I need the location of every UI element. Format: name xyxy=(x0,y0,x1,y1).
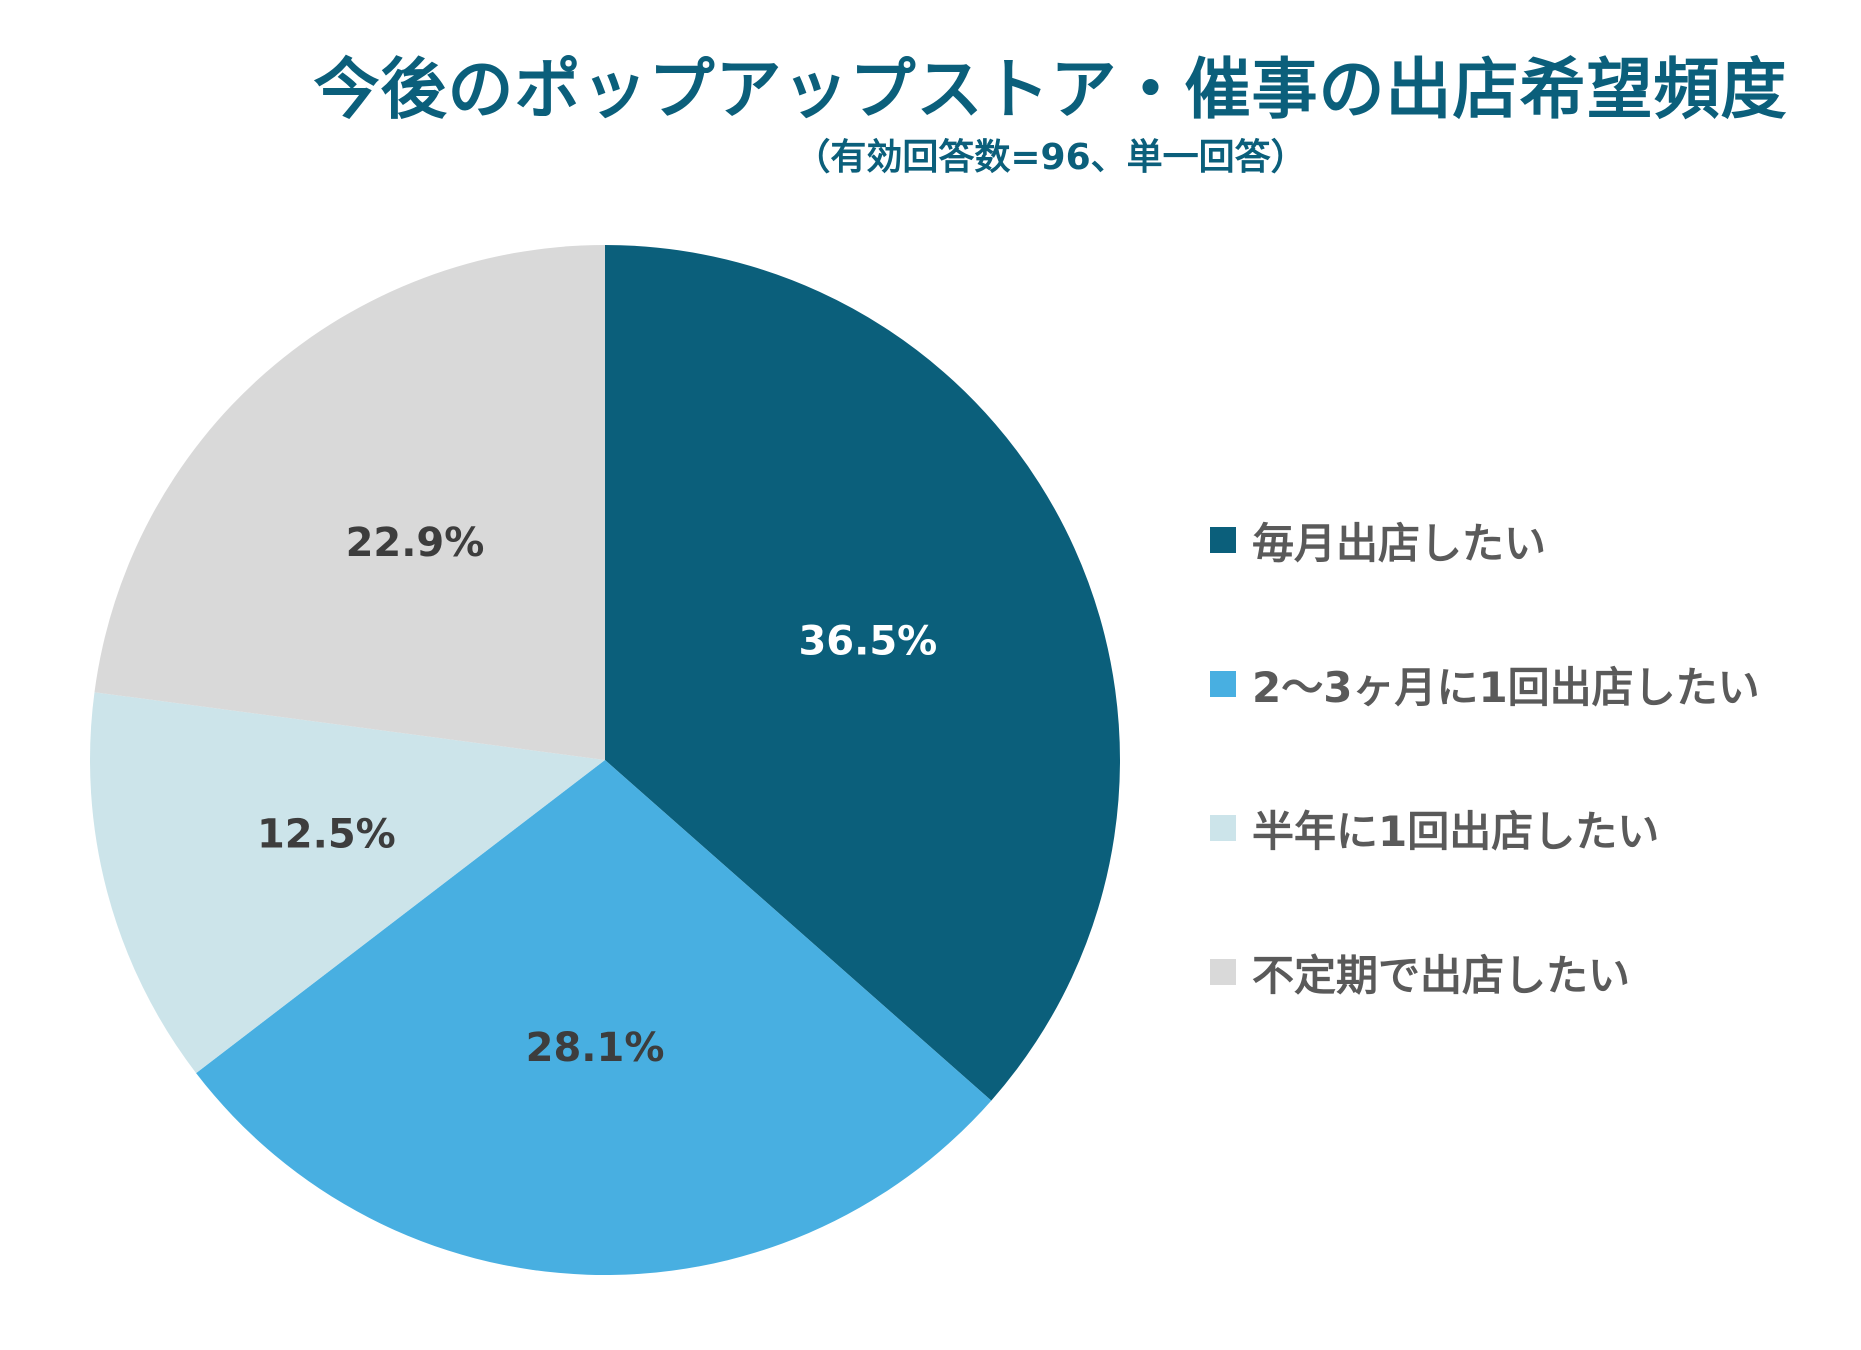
legend-item-every-half-year: 半年に1回出店したい xyxy=(1210,798,1760,858)
legend: 毎月出店したい 2〜3ヶ月に1回出店したい 半年に1回出店したい 不定期で出店し… xyxy=(1210,510,1760,1086)
legend-label: 2〜3ヶ月に1回出店したい xyxy=(1252,662,1760,712)
legend-label: 毎月出店したい xyxy=(1252,518,1547,568)
legend-swatch xyxy=(1210,959,1236,985)
legend-item-irregular: 不定期で出店したい xyxy=(1210,942,1760,1002)
pie-slices xyxy=(89,245,1120,1276)
legend-label: 不定期で出店したい xyxy=(1252,950,1631,1000)
pie-slice-every-2-3-months xyxy=(196,760,992,1276)
legend-swatch xyxy=(1210,527,1236,553)
slice-value-label: 36.5% xyxy=(798,618,937,664)
pie-slice-monthly xyxy=(605,245,1120,1101)
pie-slice-every-half-year xyxy=(89,692,605,1074)
pie-slice-labels: 36.5% 28.1% 12.5% 22.9% xyxy=(257,520,937,1071)
slice-value-label: 22.9% xyxy=(346,520,485,566)
legend-item-monthly: 毎月出店したい xyxy=(1210,510,1760,570)
pie-slice-irregular xyxy=(94,245,606,760)
chart-subtitle: （有効回答数=96、単一回答） xyxy=(794,137,1307,178)
legend-swatch xyxy=(1210,671,1236,697)
legend-swatch xyxy=(1210,815,1236,841)
slice-value-label: 12.5% xyxy=(257,811,396,857)
legend-item-every-2-3-months: 2〜3ヶ月に1回出店したい xyxy=(1210,654,1760,714)
legend-label: 半年に1回出店したい xyxy=(1252,806,1660,856)
chart-title: 今後のポップアップストア・催事の出店希望頻度 xyxy=(313,51,1788,128)
slice-value-label: 28.1% xyxy=(526,1025,665,1071)
